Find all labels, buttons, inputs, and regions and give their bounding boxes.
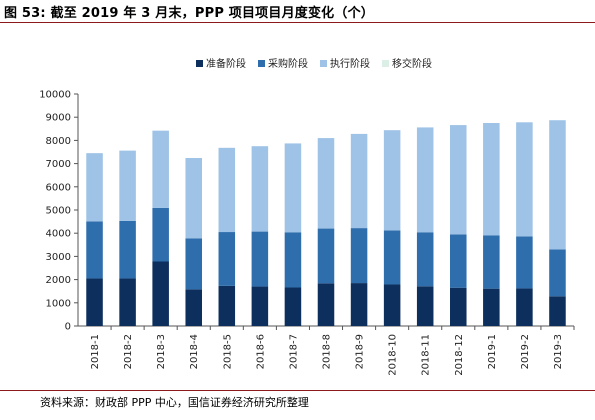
y-tick-label: 5000 [46,206,71,217]
bar-2018-2-series-3 [119,150,136,221]
bar-2018-1-series-3 [86,153,103,222]
bar-2018-9-series-3 [350,133,368,229]
x-tick-label: 2019-1 [487,334,498,369]
x-tick-label: 2018-7 [288,334,299,369]
bar-2018-9-series-2 [350,228,368,284]
bar-2018-1-series-2 [86,221,103,279]
y-tick-label: 10000 [39,90,71,101]
bar-2018-4-series-3 [185,158,202,239]
y-tick-label: 8000 [46,136,71,147]
x-tick-label: 2018-12 [454,334,465,376]
stacked-bar-chart: 准备阶段 采购阶段 执行阶段 移交阶段 0 1000 2000 3000 4000 5000 600… [39,57,575,376]
bar-2018-8-series-3 [317,138,335,229]
x-tick-label: 2019-3 [553,334,564,369]
bar-2018-8-series-1 [317,283,335,326]
bar-2018-3-series-2 [152,207,169,262]
x-tick-label: 2018-2 [123,334,134,369]
bar-2018-3-series-3 [152,130,169,208]
x-tick-label: 2018-10 [388,334,399,376]
x-tick-label: 2018-4 [189,334,200,369]
bar-2019-1-series-1 [483,288,500,326]
bar-2019-2-series-3 [516,122,533,237]
bar-2018-2-series-1 [119,278,136,326]
figure-title: 图 53: 截至 2019 年 3 月末，PPP 项目项目月度变化（个） [4,6,374,21]
y-tick-label: 7000 [46,159,71,170]
bar-2018-10-series-3 [383,130,401,231]
bar-2019-1-series-3 [483,123,500,236]
bar-2018-11-series-2 [416,232,434,287]
y-tick-label: 3000 [46,252,71,263]
legend-label-1: 准备阶段 [206,57,246,70]
bar-2018-2-series-2 [119,220,136,279]
x-tick-label: 2018-8 [322,334,333,369]
bar-2018-9-series-1 [350,283,368,326]
x-tick-label: 2018-3 [156,334,167,369]
legend-label-2: 采购阶段 [268,57,308,70]
y-tick-label: 6000 [46,182,71,193]
bar-2018-12-series-3 [450,125,467,235]
source-divider [0,390,595,391]
bar-2019-3-series-2 [549,249,566,297]
bar-2018-6-series-2 [251,231,269,287]
legend-label-4: 移交阶段 [392,57,432,70]
x-tick-label: 2018-5 [222,334,233,369]
bar-2018-12-series-1 [450,287,467,326]
bar-2018-7-series-2 [284,232,302,288]
x-tick-label: 2018-9 [355,334,366,369]
x-tick-label: 2018-1 [90,334,101,369]
bar-2018-10-series-1 [383,284,401,326]
bar-2018-8-series-2 [317,228,335,284]
bar-2019-1-series-2 [483,235,500,289]
bar-2018-6-series-1 [251,286,269,326]
legend-swatch-4 [382,60,389,67]
bar-2018-11-series-3 [416,127,434,233]
source-note: 资料来源：财政部 PPP 中心，国信证券经济研究所整理 [40,396,309,409]
bar-2018-7-series-3 [284,143,302,233]
x-tick-label: 2018-6 [255,334,266,369]
bar-2018-7-series-1 [284,287,302,326]
bar-2018-11-series-1 [416,286,434,326]
y-tick-label: 1000 [46,298,71,309]
y-tick-label: 4000 [46,229,71,240]
bar-2018-6-series-3 [251,146,269,232]
y-tick-label: 2000 [46,275,71,286]
x-tick-label: 2018-11 [421,334,432,376]
legend-swatch-1 [196,60,203,67]
bar-2018-4-series-2 [185,238,202,290]
bar-2018-5-series-1 [218,285,236,326]
bar-2018-1-series-1 [86,278,103,326]
legend-label-3: 执行阶段 [330,57,370,70]
bar-2018-4-series-1 [185,289,202,326]
bar-2018-5-series-3 [218,147,236,233]
y-tick-label: 0 [65,322,71,333]
legend-swatch-2 [258,60,265,67]
bar-2018-10-series-2 [383,230,401,285]
bar-2019-2-series-1 [516,288,533,326]
y-tick-label: 9000 [46,113,71,124]
bar-2019-2-series-2 [516,236,533,289]
bar-2018-3-series-1 [152,261,169,326]
bar-2019-3-series-1 [549,296,566,326]
bar-2019-3-series-3 [549,120,566,250]
bar-2018-5-series-2 [218,232,236,286]
legend-swatch-3 [320,60,327,67]
title-divider [0,22,595,23]
x-tick-label: 2019-2 [520,334,531,369]
bar-2018-12-series-2 [450,234,467,288]
